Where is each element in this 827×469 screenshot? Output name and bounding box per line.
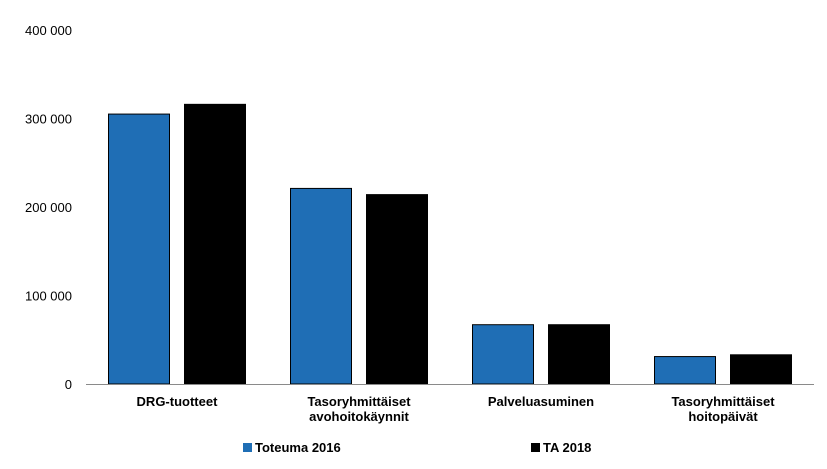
x-category-label: Palveluasuminen (488, 394, 594, 409)
y-axis: 0 100 000 200 000 300 000 400 000 (25, 23, 72, 392)
bar-toteuma-2016 (108, 113, 170, 385)
bar-ta-2018 (366, 194, 428, 385)
x-category-label: Tasoryhmittäiset hoitopäivät (671, 394, 775, 424)
y-tick-label: 0 (65, 377, 72, 392)
bar-toteuma-2016 (654, 356, 716, 385)
y-tick-label: 400 000 (25, 23, 72, 38)
x-category-label-line: Tasoryhmittäiset (307, 394, 411, 409)
x-category-label: DRG-tuotteet (137, 394, 219, 409)
x-category-label-line: Tasoryhmittäiset (671, 394, 775, 409)
bars (108, 103, 792, 385)
legend-swatch (531, 443, 540, 452)
y-tick-label: 100 000 (25, 289, 72, 304)
x-category-label-line: avohoitokäynnit (309, 409, 409, 424)
legend: Toteuma 2016 TA 2018 (243, 440, 591, 455)
legend-label: Toteuma 2016 (255, 440, 341, 455)
x-category-label-line: Palveluasuminen (488, 394, 594, 409)
bar-ta-2018 (548, 324, 610, 385)
x-category-label-line: hoitopäivät (688, 409, 758, 424)
bar-ta-2018 (730, 354, 792, 385)
bar-toteuma-2016 (472, 324, 534, 385)
legend-swatch (243, 443, 252, 452)
legend-label: TA 2018 (543, 440, 591, 455)
x-category-label-line: DRG-tuotteet (137, 394, 219, 409)
x-axis: DRG-tuotteet Tasoryhmittäiset avohoitokäyn… (86, 384, 814, 424)
y-tick-label: 300 000 (25, 112, 72, 127)
bar-toteuma-2016 (290, 187, 352, 385)
y-tick-label: 200 000 (25, 200, 72, 215)
x-category-label: Tasoryhmittäiset avohoitokäynnit (307, 394, 411, 424)
bar-ta-2018 (184, 103, 246, 385)
